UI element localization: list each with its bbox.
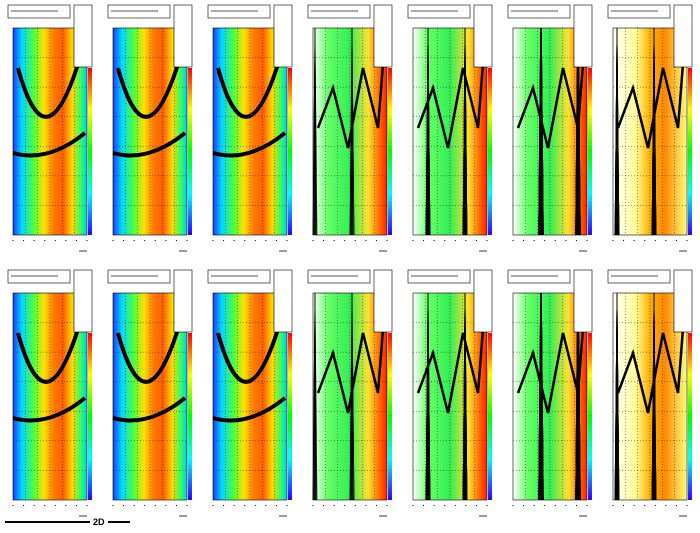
noise-line [653,292,657,501]
curve [216,39,287,119]
panel [207,269,293,517]
curve [112,131,187,158]
noise-line [616,292,619,501]
footer-rule [108,521,130,523]
color-bar [188,333,192,500]
panel [307,4,393,252]
stats-box [73,4,93,68]
curve [116,39,187,119]
panel [607,4,693,252]
stats-box [73,269,93,333]
stats-box [373,269,393,333]
curve [212,396,287,423]
curve [316,37,387,149]
noise-line [540,292,544,501]
color-bar [188,68,192,235]
panel [7,269,93,517]
panel [107,269,193,517]
color-bar [488,333,492,500]
curve [112,396,187,423]
stats-box [373,4,393,68]
stats-box [573,4,593,68]
noise-line [464,292,467,501]
panel [607,269,693,517]
curve [12,131,87,158]
stats-box [173,269,193,333]
stats-box [473,4,493,68]
curve [216,304,287,384]
noise-line [540,27,544,236]
curve [516,302,587,414]
noise-line [351,292,355,501]
color-bar [588,333,592,500]
color-bar [688,333,692,500]
color-bar [388,68,392,235]
stats-box [673,4,693,68]
noise-line [427,27,431,236]
color-bar [88,68,92,235]
stats-box [173,4,193,68]
color-bar [388,333,392,500]
color-bar [288,68,292,235]
footer-label: 2D [93,517,105,527]
curve [516,37,587,149]
curve [12,396,87,423]
panel [307,269,393,517]
curve [416,302,487,414]
footer-rule [5,521,90,523]
curve [416,37,487,149]
color-bar [288,333,292,500]
stats-box [473,269,493,333]
color-bar [488,68,492,235]
curve [16,39,87,119]
noise-line [653,27,657,236]
panel [507,269,593,517]
curve [116,304,187,384]
stats-box [273,4,293,68]
panel [107,4,193,252]
curve [616,37,687,149]
noise-line [464,27,467,236]
noise-line [351,27,355,236]
color-bar [88,333,92,500]
stats-box [573,269,593,333]
panel [407,269,493,517]
curve [316,302,387,414]
noise-line [616,27,619,236]
panel [407,4,493,252]
panel [507,4,593,252]
color-bar [688,68,692,235]
noise-line [427,292,431,501]
panel [207,4,293,252]
color-bar [588,68,592,235]
panel [7,4,93,252]
curve [212,131,287,158]
curve [616,302,687,414]
footer: 2D [5,517,130,527]
stats-box [273,269,293,333]
curve [16,304,87,384]
stats-box [673,269,693,333]
